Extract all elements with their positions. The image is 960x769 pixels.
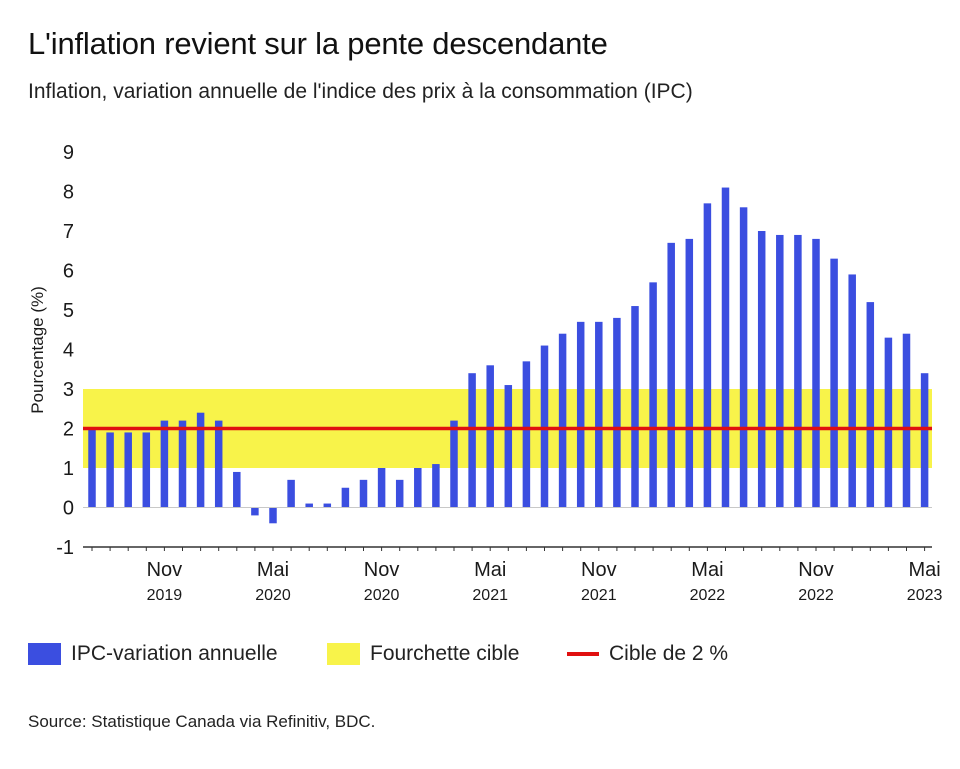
bar-2022-08: [757, 231, 766, 508]
y-tick-label: 8: [63, 182, 74, 204]
bar-2022-12: [830, 258, 838, 508]
legend-item-target: Cible de 2 %: [567, 642, 728, 666]
bar-2022-04: [685, 238, 694, 508]
bar-2020-09: [341, 487, 350, 508]
y-axis-label: Pourcentage (%): [28, 286, 47, 414]
x-tick-label-year: 2021: [581, 587, 617, 604]
bar-2020-03: [233, 471, 241, 508]
bar-2021-01: [414, 468, 422, 508]
bars-layer: [88, 187, 929, 524]
x-tick-label-year: 2020: [364, 587, 400, 604]
bar-2021-06: [504, 385, 513, 508]
y-tick-label: 7: [63, 221, 74, 243]
legend-label-target: Cible de 2 %: [609, 642, 729, 665]
x-tick-label-month: Nov: [798, 559, 834, 581]
y-tick-label: -1: [56, 537, 74, 559]
x-tick-label-year: 2019: [147, 587, 183, 604]
legend-swatch-target: [567, 652, 599, 656]
bar-2021-11: [595, 321, 603, 508]
legend-label-band: Fourchette cible: [370, 642, 520, 665]
x-tick-label-month: Nov: [364, 559, 400, 581]
bar-2020-04: [251, 507, 259, 516]
bar-2022-10: [794, 234, 802, 508]
bar-2021-09: [558, 333, 567, 508]
legend-swatch-band: [327, 643, 360, 665]
x-tick-label-year: 2023: [907, 587, 943, 604]
bar-2021-05: [486, 365, 494, 508]
bar-2022-03: [667, 242, 675, 508]
bar-2021-10: [576, 321, 585, 508]
bar-2022-11: [812, 238, 820, 508]
bar-2020-06: [287, 479, 295, 508]
bar-2019-10: [142, 432, 151, 508]
y-tick-label: 1: [63, 458, 74, 480]
y-tick-label: 5: [63, 300, 74, 322]
bar-2021-12: [613, 317, 621, 508]
source-note: Source: Statistique Canada via Refinitiv…: [28, 712, 376, 731]
y-tick-label: 0: [63, 498, 74, 520]
bar-2022-02: [649, 282, 657, 508]
bar-2022-01: [631, 306, 639, 508]
x-tick-label-month: Nov: [147, 559, 183, 581]
x-tick-label-year: 2021: [472, 587, 508, 604]
x-tick-label-year: 2022: [798, 587, 834, 604]
legend-item-cpi: IPC-variation annuelle: [28, 642, 278, 666]
y-tick-label: 6: [63, 261, 74, 283]
bar-2020-11: [377, 468, 386, 508]
bar-2023-04: [902, 333, 911, 508]
bar-2020-08: [323, 503, 332, 508]
bar-2023-03: [884, 337, 893, 508]
bar-2021-03: [450, 420, 458, 508]
bar-2021-08: [540, 345, 549, 508]
x-tick-label-year: 2022: [690, 587, 726, 604]
bar-2020-07: [305, 503, 313, 508]
bar-2021-04: [468, 373, 476, 508]
bar-2023-01: [848, 274, 856, 508]
y-tick-label: 4: [63, 340, 74, 362]
bar-2019-11: [160, 420, 169, 508]
bar-2021-02: [432, 464, 440, 508]
bar-2022-07: [739, 207, 748, 508]
bar-2020-10: [359, 479, 368, 508]
bar-2023-02: [866, 302, 875, 508]
bar-2019-09: [124, 432, 132, 508]
x-tick-label-month: Mai: [257, 559, 289, 581]
bar-2019-12: [178, 420, 187, 508]
x-tick-label-month: Mai: [474, 559, 506, 581]
y-tick-label: 2: [63, 419, 74, 441]
chart-title: L'inflation revient sur la pente descend…: [28, 26, 608, 61]
bar-2019-07: [88, 428, 96, 508]
x-tick-label-month: Mai: [908, 559, 940, 581]
bar-2022-09: [776, 234, 784, 508]
legend-item-band: Fourchette cible: [327, 642, 519, 666]
x-tick-label-year: 2020: [255, 587, 291, 604]
legend-label-cpi: IPC-variation annuelle: [71, 642, 278, 665]
bar-2021-07: [522, 361, 531, 508]
bar-2022-05: [703, 203, 712, 508]
bar-2019-08: [106, 432, 114, 508]
bar-2022-06: [721, 187, 730, 508]
x-tick-label-month: Nov: [581, 559, 617, 581]
bar-2020-02: [214, 420, 223, 508]
chart-subtitle: Inflation, variation annuelle de l'indic…: [28, 80, 693, 103]
axes-layer: -1 0 1 2 3 4 5 6 7 8 9 Nov 2019 Mai 2020 Nov 2020 Mai 2021…: [56, 142, 942, 604]
legend-swatch-cpi: [28, 643, 61, 665]
bar-2020-01: [196, 412, 205, 508]
bar-2020-12: [395, 479, 404, 508]
x-tick-label-month: Mai: [691, 559, 723, 581]
bar-2023-05: [920, 373, 929, 508]
inflation-chart: -1 0 1 2 3 4 5 6 7 8 9 Nov 2019 Mai 2020 Nov 2020 Mai 2021…: [28, 142, 942, 604]
y-tick-label: 3: [63, 379, 74, 401]
bar-2020-05: [269, 507, 277, 524]
y-tick-label: 9: [63, 142, 74, 164]
